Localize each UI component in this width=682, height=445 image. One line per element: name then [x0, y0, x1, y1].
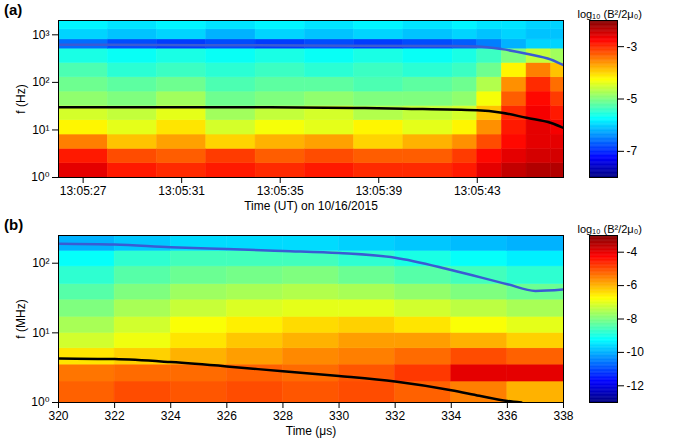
svg-text:13:05:35: 13:05:35 — [257, 184, 304, 198]
svg-text:13:05:39: 13:05:39 — [355, 184, 402, 198]
svg-text:326: 326 — [217, 409, 237, 423]
svg-text:-5: -5 — [627, 92, 638, 106]
svg-text:log₁₀ (B²/2μ₀): log₁₀ (B²/2μ₀) — [578, 8, 642, 20]
svg-text:-10: -10 — [627, 345, 645, 359]
html-text:(b): (b) — [4, 216, 24, 233]
svg-text:Time (μs): Time (μs) — [286, 424, 336, 438]
svg-text:10³: 10³ — [32, 28, 49, 42]
svg-text:10²: 10² — [32, 75, 49, 89]
svg-text:13:05:43: 13:05:43 — [454, 184, 501, 198]
svg-text:332: 332 — [385, 409, 405, 423]
svg-text:10⁰: 10⁰ — [31, 395, 49, 409]
svg-text:334: 334 — [441, 409, 461, 423]
svg-text:-12: -12 — [627, 379, 645, 393]
html-text:(a): (a) — [4, 1, 23, 18]
svg-text:log₁₀ (B²/2μ₀): log₁₀ (B²/2μ₀) — [578, 223, 642, 235]
svg-text:320: 320 — [48, 409, 68, 423]
svg-text:10²: 10² — [32, 256, 49, 270]
svg-text:10⁰: 10⁰ — [31, 170, 49, 184]
svg-text:f (Hz): f (Hz) — [14, 84, 28, 113]
svg-text:-8: -8 — [627, 312, 638, 326]
svg-text:-4: -4 — [627, 245, 638, 259]
svg-text:10¹: 10¹ — [32, 123, 49, 137]
svg-text:Time (UT) on 10/16/2015: Time (UT) on 10/16/2015 — [244, 199, 378, 213]
svg-text:13:05:27: 13:05:27 — [60, 184, 107, 198]
svg-text:336: 336 — [497, 409, 517, 423]
svg-text:-7: -7 — [627, 144, 638, 158]
svg-text:-6: -6 — [627, 278, 638, 292]
svg-text:10¹: 10¹ — [32, 326, 49, 340]
svg-text:13:05:31: 13:05:31 — [158, 184, 205, 198]
svg-text:f (MHz): f (MHz) — [14, 299, 28, 338]
svg-text:328: 328 — [273, 409, 293, 423]
svg-text:338: 338 — [553, 409, 573, 423]
svg-text:322: 322 — [105, 409, 125, 423]
svg-text:330: 330 — [329, 409, 349, 423]
svg-text:-3: -3 — [627, 40, 638, 54]
svg-text:324: 324 — [161, 409, 181, 423]
